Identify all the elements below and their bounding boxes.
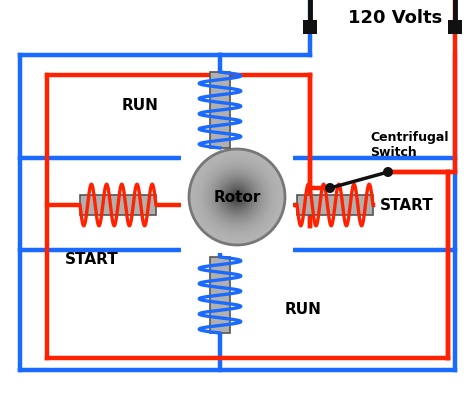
Circle shape bbox=[211, 171, 263, 223]
Circle shape bbox=[383, 167, 393, 177]
Bar bbox=[80, 195, 156, 215]
Text: RUN: RUN bbox=[121, 98, 158, 113]
Circle shape bbox=[232, 192, 242, 202]
Text: 120 Volts: 120 Volts bbox=[348, 9, 442, 27]
Circle shape bbox=[231, 191, 243, 203]
Circle shape bbox=[228, 188, 246, 206]
Circle shape bbox=[202, 162, 272, 231]
Bar bbox=[181, 141, 293, 253]
Circle shape bbox=[189, 149, 285, 245]
Circle shape bbox=[198, 158, 276, 236]
Circle shape bbox=[225, 185, 249, 209]
Circle shape bbox=[235, 195, 239, 199]
Circle shape bbox=[212, 172, 262, 222]
Bar bbox=[297, 195, 373, 215]
Circle shape bbox=[221, 181, 253, 213]
Circle shape bbox=[210, 170, 264, 224]
Circle shape bbox=[199, 159, 275, 235]
Bar bbox=[448, 20, 462, 34]
Text: RUN: RUN bbox=[285, 303, 322, 318]
Circle shape bbox=[325, 183, 335, 193]
Circle shape bbox=[229, 190, 245, 204]
Circle shape bbox=[204, 164, 270, 230]
Circle shape bbox=[205, 165, 269, 229]
Circle shape bbox=[190, 150, 284, 244]
Circle shape bbox=[236, 196, 238, 198]
Text: START: START bbox=[65, 252, 119, 267]
Circle shape bbox=[219, 179, 255, 215]
Circle shape bbox=[200, 160, 274, 234]
Circle shape bbox=[191, 151, 283, 243]
Circle shape bbox=[222, 182, 252, 212]
Bar bbox=[210, 72, 230, 148]
Circle shape bbox=[217, 177, 257, 217]
Circle shape bbox=[201, 161, 273, 233]
Circle shape bbox=[194, 154, 280, 240]
Circle shape bbox=[220, 180, 254, 214]
Circle shape bbox=[215, 175, 259, 219]
Circle shape bbox=[223, 183, 251, 211]
Bar bbox=[210, 257, 230, 333]
Text: START: START bbox=[380, 198, 434, 213]
Circle shape bbox=[233, 193, 241, 201]
Bar bbox=[303, 20, 317, 34]
Circle shape bbox=[227, 187, 247, 207]
Text: Centrifugal
Switch: Centrifugal Switch bbox=[370, 131, 448, 159]
Circle shape bbox=[195, 155, 279, 239]
Circle shape bbox=[216, 176, 258, 218]
Circle shape bbox=[209, 169, 265, 225]
Circle shape bbox=[226, 186, 248, 208]
Circle shape bbox=[206, 166, 268, 228]
Text: Rotor: Rotor bbox=[213, 190, 261, 205]
Circle shape bbox=[208, 167, 266, 227]
Circle shape bbox=[196, 156, 278, 238]
Circle shape bbox=[214, 174, 260, 220]
Circle shape bbox=[193, 153, 281, 241]
